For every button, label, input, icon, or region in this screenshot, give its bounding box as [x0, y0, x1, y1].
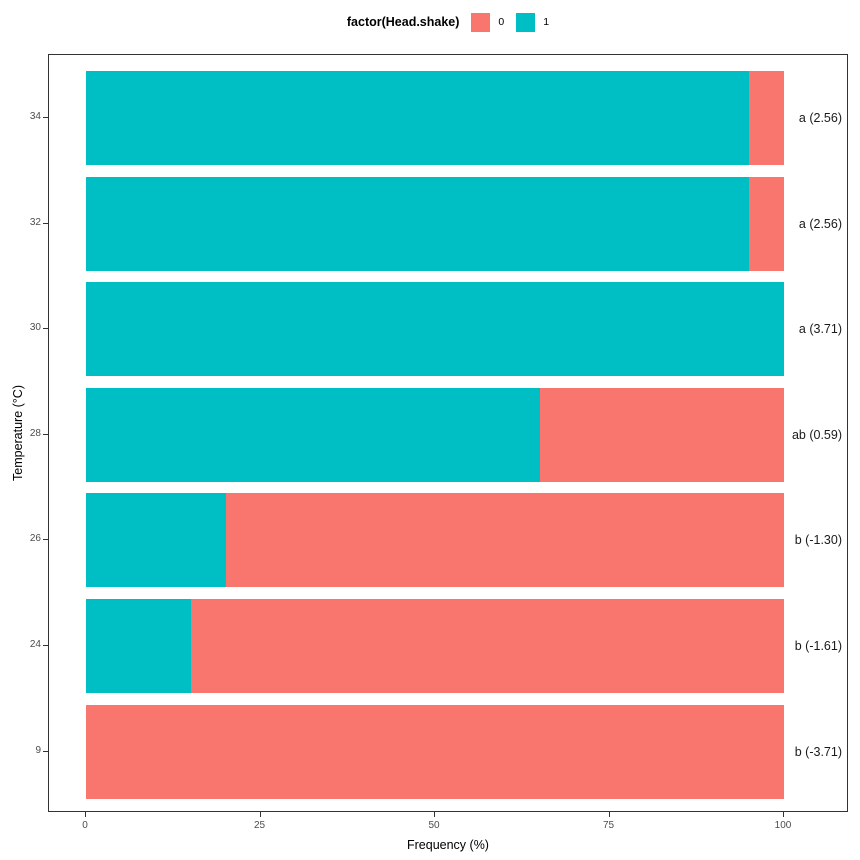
y-tick-label-30: 30: [29, 322, 41, 334]
x-tick-mark-0: [85, 812, 86, 817]
annotation-26: b (-1.30): [794, 533, 842, 548]
bar-26-segment-0: [225, 493, 784, 588]
bar-32-segment-1: [86, 176, 750, 271]
y-tick-label-28: 28: [29, 427, 41, 439]
y-tick-label-9: 9: [35, 744, 41, 756]
y-axis-title: Temperature (°C): [11, 385, 25, 481]
legend-swatch-1: [516, 12, 536, 32]
x-tick-mark-75: [608, 812, 610, 817]
bar-28-segment-0: [539, 387, 784, 482]
x-tick-label-25: 25: [253, 820, 266, 831]
annotation-34: a (2.56): [798, 111, 842, 125]
plot-panel: a (2.56) a (2.56) a (3.71) ab (0.59) b (-1.3…: [48, 54, 848, 812]
y-tick-label-26: 26: [29, 533, 41, 545]
annotation-9: b (-3.71): [794, 744, 842, 759]
legend-item-label-1: 1: [543, 16, 550, 28]
y-tick-mark-28: [43, 433, 48, 435]
x-tick-mark-100: [783, 812, 784, 817]
bar-34-segment-0: [749, 71, 784, 165]
y-tick-mark-32: [43, 222, 48, 224]
legend-title: factor(Head.shake): [346, 15, 460, 29]
y-tick-label-32: 32: [29, 216, 41, 228]
x-tick-label-100: 100: [774, 820, 792, 831]
legend-item-1: 1: [516, 12, 550, 32]
y-tick-mark-26: [43, 539, 48, 541]
bar-30-segment-1: [86, 282, 784, 377]
bar-28-segment-1: [86, 387, 540, 482]
x-tick-mark-25: [259, 812, 261, 817]
bar-34-segment-1: [86, 71, 750, 165]
x-tick-label-50: 50: [428, 820, 440, 831]
annotation-32: a (2.56): [798, 216, 842, 231]
bar-32-segment-0: [749, 176, 784, 271]
y-tick-mark-24: [43, 645, 48, 646]
legend-item-label-0: 0: [498, 16, 505, 28]
y-tick-label-34: 34: [29, 111, 41, 122]
legend-swatch-0: [471, 12, 491, 32]
x-tick-label-75: 75: [602, 820, 615, 831]
y-tick-mark-9: [43, 750, 48, 752]
bar-26-segment-1: [86, 493, 226, 588]
bar-24-segment-0: [190, 599, 784, 693]
legend-item-0: 0: [471, 12, 505, 32]
y-tick-mark-34: [43, 117, 48, 118]
x-tick-label-0: 0: [82, 820, 88, 831]
legend: factor(Head.shake) 0 1: [48, 8, 848, 36]
bar-24-segment-1: [86, 599, 191, 693]
bar-9-segment-0: [86, 704, 784, 799]
y-tick-label-24: 24: [29, 639, 41, 650]
y-tick-mark-30: [43, 328, 48, 330]
annotation-30: a (3.71): [798, 322, 842, 337]
x-axis-title: Frequency (%): [407, 838, 489, 852]
annotation-28: ab (0.59): [791, 427, 842, 442]
annotation-24: b (-1.61): [794, 639, 842, 653]
x-tick-mark-50: [434, 812, 435, 817]
